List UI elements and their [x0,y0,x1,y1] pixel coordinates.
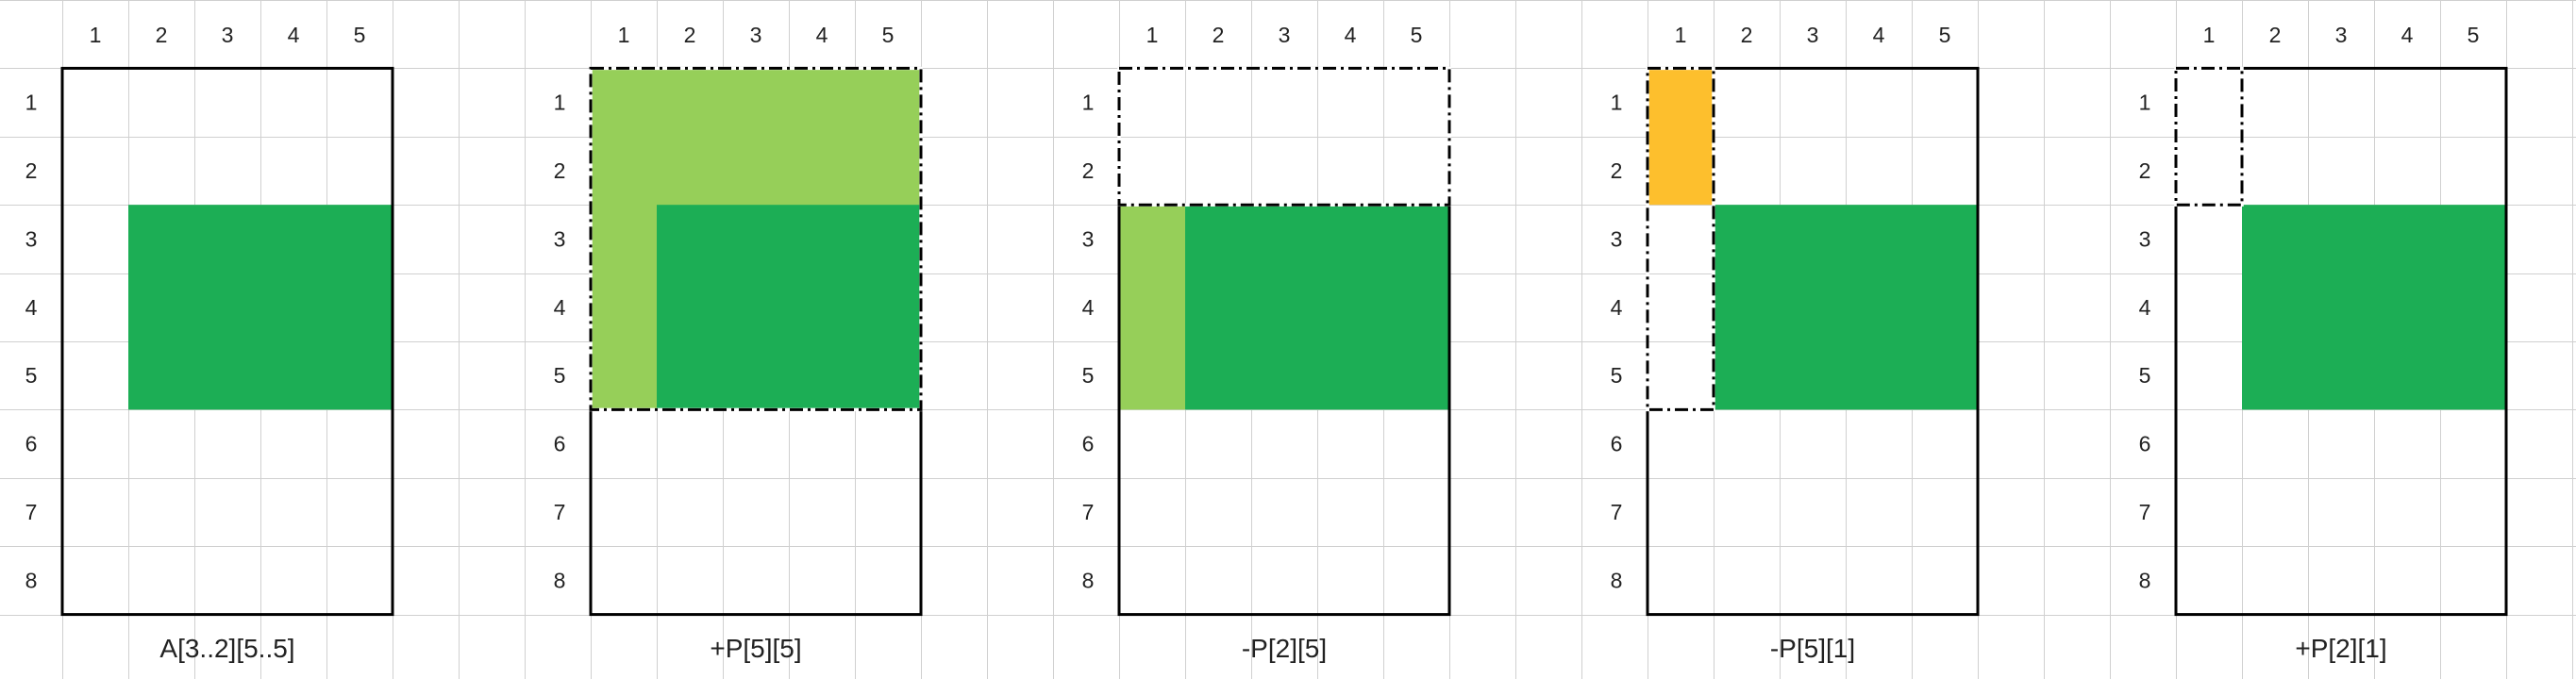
row-header-label: 5 [554,363,566,388]
fill-region-dark-green [657,205,921,410]
row-header-label: 6 [1611,432,1623,456]
row-header-label: 2 [2139,158,2151,183]
column-header-label: 1 [2203,23,2216,47]
column-header-label: 2 [684,23,696,47]
panel-caption: A[3..2][5..5] [159,634,294,663]
row-header-label: 8 [2139,568,2151,592]
column-header-label: 1 [1146,23,1159,47]
prefix-region-dashed-outline [1646,66,1715,411]
column-header-label: 5 [2467,23,2480,47]
panel-1: 1 2 3 4 5 1 2 3 4 5 6 7 8 A[3..2][5..5] [25,23,394,663]
panel-4: 1 2 3 4 5 1 2 3 4 5 6 7 8 -P[5][1] [1611,23,1980,663]
column-header-label: 5 [1939,23,1951,47]
fill-region-light-green [1119,205,1185,410]
column-header-label: 1 [618,23,630,47]
prefix-region-dashed-outline [2174,66,2244,207]
row-header-label: 8 [554,568,566,592]
column-header-label: 3 [1279,23,1291,47]
row-header-label: 8 [1611,568,1623,592]
row-header-label: 5 [2139,363,2151,388]
column-header-label: 5 [354,23,366,47]
panel-2: 1 2 3 4 5 1 2 3 4 5 6 7 8 +P[5][5] [554,23,923,663]
panel-caption: +P[2][1] [2295,634,2386,663]
column-header-label: 4 [2401,23,2414,47]
row-header-label: 5 [1611,363,1623,388]
row-header-label: 8 [1082,568,1095,592]
row-header-label: 2 [25,158,38,183]
dashed-region-underlay [2174,66,2244,207]
column-header-label: 3 [2335,23,2348,47]
row-header-label: 7 [25,500,38,524]
row-header-label: 5 [25,363,38,388]
panel-caption: -P[5][1] [1770,634,1855,663]
panel-5: 1 2 3 4 5 1 2 3 4 5 6 7 8 +P[2][1] [2139,23,2508,663]
fill-region-dark-green [1185,205,1449,410]
row-header-label: 6 [1082,432,1095,456]
row-header-label: 8 [25,568,38,592]
row-header-label: 3 [1611,226,1623,251]
row-header-label: 3 [1082,226,1095,251]
fill-region-dark-green [2242,205,2506,410]
column-header-label: 4 [1873,23,1885,47]
column-header-label: 2 [1213,23,1225,47]
row-header-label: 5 [1082,363,1095,388]
row-header-label: 1 [554,91,566,115]
row-header-label: 1 [2139,91,2151,115]
row-header-label: 2 [1611,158,1623,183]
column-header-label: 1 [1675,23,1687,47]
column-header-label: 2 [1741,23,1753,47]
column-header-label: 4 [816,23,828,47]
row-header-label: 6 [25,432,38,456]
row-header-label: 7 [554,500,566,524]
prefix-region-dashed-outline [589,66,923,411]
row-header-label: 7 [1082,500,1095,524]
row-header-label: 3 [2139,226,2151,251]
row-header-label: 7 [2139,500,2151,524]
row-header-label: 2 [554,158,566,183]
panel-caption: -P[2][5] [1242,634,1327,663]
column-header-label: 2 [2269,23,2282,47]
column-header-label: 4 [1345,23,1357,47]
column-header-label: 5 [882,23,895,47]
row-header-label: 4 [1611,295,1623,320]
row-header-label: 4 [554,295,566,320]
row-header-label: 1 [25,91,38,115]
fill-region-orange [1648,68,1714,206]
column-header-label: 2 [156,23,168,47]
panels: 1 2 3 4 5 1 2 3 4 5 6 7 8 A[3..2][5..5] 1 2 3 4 5 1 2 3 4 5 6 7 8 +… [25,23,2508,663]
row-header-label: 4 [25,295,38,320]
row-header-label: 1 [1082,91,1095,115]
row-header-label: 4 [1082,295,1095,320]
column-header-label: 3 [1807,23,1819,47]
column-header-label: 5 [1411,23,1423,47]
prefix-region-dashed-outline [1117,66,1451,207]
dashed-region-underlay [1117,66,1451,207]
row-header-label: 6 [554,432,566,456]
fill-region-dark-green [1714,205,1978,410]
column-header-label: 3 [750,23,762,47]
row-header-label: 6 [2139,432,2151,456]
row-header-label: 2 [1082,158,1095,183]
column-header-label: 4 [288,23,300,47]
row-header-label: 1 [1611,91,1623,115]
panel-3: 1 2 3 4 5 1 2 3 4 5 6 7 8 -P[2][5] [1082,23,1451,663]
row-header-label: 3 [554,226,566,251]
row-header-label: 4 [2139,295,2151,320]
column-header-label: 1 [90,23,102,47]
row-header-label: 3 [25,226,38,251]
panel-caption: +P[5][5] [710,634,801,663]
matrix-border [2174,66,2508,617]
fill-region-dark-green [128,205,393,410]
column-header-label: 3 [222,23,234,47]
matrix-border [60,66,394,617]
row-header-label: 7 [1611,500,1623,524]
